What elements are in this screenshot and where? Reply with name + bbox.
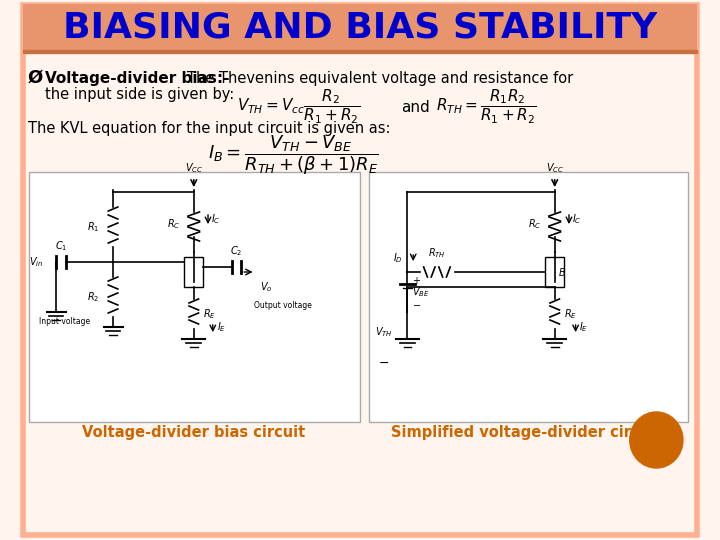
Text: $C_1$: $C_1$ xyxy=(55,239,67,253)
Text: Output voltage: Output voltage xyxy=(253,300,312,309)
Text: Voltage-divider bias circuit: Voltage-divider bias circuit xyxy=(82,424,305,440)
Text: $I_B = \dfrac{V_{TH} - V_{BE}}{R_{TH} + (\beta + 1)R_E}$: $I_B = \dfrac{V_{TH} - V_{BE}}{R_{TH} + … xyxy=(208,133,379,177)
Text: Input voltage: Input voltage xyxy=(39,318,90,327)
Circle shape xyxy=(630,412,683,468)
Text: $V_{CC}$: $V_{CC}$ xyxy=(546,161,564,175)
Text: Simplified voltage-divider circuit: Simplified voltage-divider circuit xyxy=(391,424,662,440)
Text: The Thevenins equivalent voltage and resistance for: The Thevenins equivalent voltage and res… xyxy=(187,71,573,85)
Text: $V_{in}$: $V_{in}$ xyxy=(30,255,44,269)
FancyBboxPatch shape xyxy=(23,5,697,535)
Text: $R_E$: $R_E$ xyxy=(564,307,577,321)
Text: and: and xyxy=(401,99,430,114)
Text: $R_{TH}$: $R_{TH}$ xyxy=(428,246,446,260)
Text: $V_{TH} = V_{cc}\dfrac{R_2}{R_1 + R_2}$: $V_{TH} = V_{cc}\dfrac{R_2}{R_1 + R_2}$ xyxy=(237,88,360,126)
Text: $R_C$: $R_C$ xyxy=(528,217,541,231)
Text: $R_E$: $R_E$ xyxy=(203,307,216,321)
Text: $R_1$: $R_1$ xyxy=(87,220,100,234)
FancyBboxPatch shape xyxy=(23,4,697,50)
Bar xyxy=(23,50,697,53)
Text: $V_o$: $V_o$ xyxy=(260,280,273,294)
Text: $R_2$: $R_2$ xyxy=(87,290,100,304)
Text: $I_C$: $I_C$ xyxy=(572,212,581,226)
Text: $I_C$: $I_C$ xyxy=(211,212,220,226)
Text: $V_{BE}$: $V_{BE}$ xyxy=(413,285,430,299)
Text: Ø: Ø xyxy=(27,69,42,87)
Text: The KVL equation for the input circuit is given as:: The KVL equation for the input circuit i… xyxy=(27,120,390,136)
Text: the input side is given by:: the input side is given by: xyxy=(45,86,234,102)
Text: $-$: $-$ xyxy=(378,355,390,368)
Bar xyxy=(545,257,564,287)
Text: BIASING AND BIAS STABILITY: BIASING AND BIAS STABILITY xyxy=(63,10,657,44)
Text: $R_{TH} = \dfrac{R_1 R_2}{R_1 + R_2}$: $R_{TH} = \dfrac{R_1 R_2}{R_1 + R_2}$ xyxy=(436,88,536,126)
Text: $B$: $B$ xyxy=(557,266,566,278)
Text: $-$: $-$ xyxy=(413,299,421,309)
Text: Voltage-divider bias:-: Voltage-divider bias:- xyxy=(45,71,235,85)
FancyBboxPatch shape xyxy=(30,172,360,422)
Text: $+$: $+$ xyxy=(413,274,421,286)
Text: $V_{CC}$: $V_{CC}$ xyxy=(185,161,203,175)
Text: $I_E$: $I_E$ xyxy=(217,320,225,334)
Text: $V_{TH}$: $V_{TH}$ xyxy=(375,325,392,339)
FancyBboxPatch shape xyxy=(369,172,688,422)
Text: $I_E$: $I_E$ xyxy=(580,320,588,334)
Bar xyxy=(184,257,203,287)
Text: $I_D$: $I_D$ xyxy=(393,251,402,265)
Text: $C_2$: $C_2$ xyxy=(230,244,243,258)
Text: $R_C$: $R_C$ xyxy=(167,217,181,231)
